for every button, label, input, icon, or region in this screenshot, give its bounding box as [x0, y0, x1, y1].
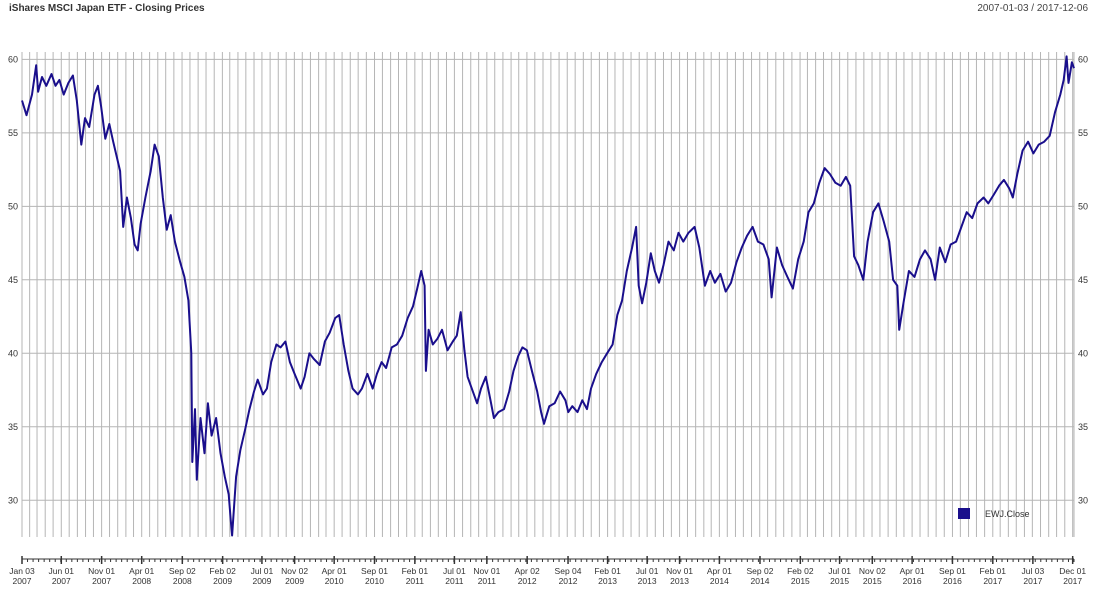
- y-tick-label: 35: [1078, 422, 1088, 432]
- series-line: [21, 55, 1075, 537]
- legend-label: EWJ.Close: [985, 509, 1030, 519]
- x-tick-label: Sep 04: [555, 566, 582, 576]
- x-tick-year-label: 2015: [863, 576, 882, 586]
- x-tick-year-label: 2015: [791, 576, 810, 586]
- x-tick-year-label: 2007: [13, 576, 32, 586]
- y-tick-label: 60: [8, 54, 18, 64]
- x-tick-label: Jul 01: [636, 566, 659, 576]
- y-tick-label: 45: [8, 275, 18, 285]
- x-tick-label: Feb 02: [209, 566, 236, 576]
- horizontal-grid: [22, 58, 1074, 501]
- x-tick-label: Nov 01: [473, 566, 500, 576]
- y-tick-label: 55: [1078, 128, 1088, 138]
- x-tick-year-label: 2017: [1023, 576, 1042, 586]
- x-tick-year-label: 2012: [518, 576, 537, 586]
- y-tick-label: 55: [8, 128, 18, 138]
- y-tick-label: 40: [8, 348, 18, 358]
- vertical-grid: [21, 52, 1075, 537]
- x-tick-label: Jun 01: [49, 566, 75, 576]
- x-tick-year-label: 2012: [559, 576, 578, 586]
- chart-title: iShares MSCI Japan ETF - Closing Prices: [9, 3, 205, 14]
- x-tick-label: Apr 01: [322, 566, 347, 576]
- y-tick-label: 60: [1078, 54, 1088, 64]
- x-tick-label: Apr 01: [129, 566, 154, 576]
- x-tick-year-label: 2008: [173, 576, 192, 586]
- x-tick-label: Jul 01: [251, 566, 274, 576]
- x-tick-label: Apr 01: [707, 566, 732, 576]
- x-tick-year-label: 2017: [1063, 576, 1082, 586]
- x-tick-year-label: 2013: [598, 576, 617, 586]
- x-tick-year-label: 2011: [478, 576, 497, 586]
- y-tick-label: 35: [8, 422, 18, 432]
- x-tick-year-label: 2016: [943, 576, 962, 586]
- x-tick-label: Jul 01: [443, 566, 466, 576]
- x-tick-year-label: 2007: [92, 576, 111, 586]
- y-tick-label: 45: [1078, 275, 1088, 285]
- date-range-label: 2007-01-03 / 2017-12-06: [977, 3, 1088, 14]
- y-tick-label: 30: [1078, 495, 1088, 505]
- x-tick-label: Sep 01: [939, 566, 966, 576]
- legend-swatch: [958, 508, 970, 519]
- y-tick-label: 50: [1078, 201, 1088, 211]
- x-tick-label: Jan 03: [9, 566, 35, 576]
- x-tick-label: Dec 01: [1059, 566, 1086, 576]
- x-tick-label: Nov 02: [859, 566, 886, 576]
- x-tick-year-label: 2017: [983, 576, 1002, 586]
- x-tick-label: Nov 02: [281, 566, 308, 576]
- x-tick-label: Jul 03: [1022, 566, 1045, 576]
- x-tick-year-label: 2009: [285, 576, 304, 586]
- x-tick-year-label: 2011: [406, 576, 425, 586]
- x-tick-year-label: 2015: [830, 576, 849, 586]
- x-tick-year-label: 2014: [751, 576, 770, 586]
- x-tick-label: Nov 01: [88, 566, 115, 576]
- x-tick-year-label: 2009: [213, 576, 232, 586]
- y-tick-label: 40: [1078, 348, 1088, 358]
- x-tick-year-label: 2013: [638, 576, 657, 586]
- y-axis-left: 30 35 40 45 50 55 60: [8, 54, 18, 505]
- x-tick-label: Sep 02: [747, 566, 774, 576]
- legend: EWJ.Close: [958, 508, 1030, 519]
- x-tick-label: Feb 01: [594, 566, 621, 576]
- x-tick-label: Apr 02: [515, 566, 540, 576]
- x-tick-label: Nov 01: [666, 566, 693, 576]
- x-tick-label: Apr 01: [900, 566, 925, 576]
- x-tick-year-label: 2014: [710, 576, 729, 586]
- x-tick-label: Feb 01: [402, 566, 429, 576]
- y-tick-label: 50: [8, 201, 18, 211]
- x-tick-year-label: 2011: [445, 576, 464, 586]
- x-tick-label: Jul 01: [828, 566, 851, 576]
- x-tick-label: Feb 02: [787, 566, 814, 576]
- x-tick-year-label: 2016: [903, 576, 922, 586]
- x-tick-label: Feb 01: [980, 566, 1007, 576]
- x-tick-label: Sep 02: [169, 566, 196, 576]
- x-tick-label: Sep 01: [361, 566, 388, 576]
- x-tick-year-label: 2013: [670, 576, 689, 586]
- x-tick-year-label: 2008: [132, 576, 151, 586]
- x-tick-year-label: 2010: [325, 576, 344, 586]
- y-tick-label: 30: [8, 495, 18, 505]
- x-tick-year-label: 2007: [52, 576, 71, 586]
- x-tick-year-label: 2010: [365, 576, 384, 586]
- x-tick-year-label: 2009: [252, 576, 271, 586]
- series-group: [21, 55, 1075, 537]
- y-axis-right: 30 35 40 45 50 55 60: [1078, 54, 1088, 505]
